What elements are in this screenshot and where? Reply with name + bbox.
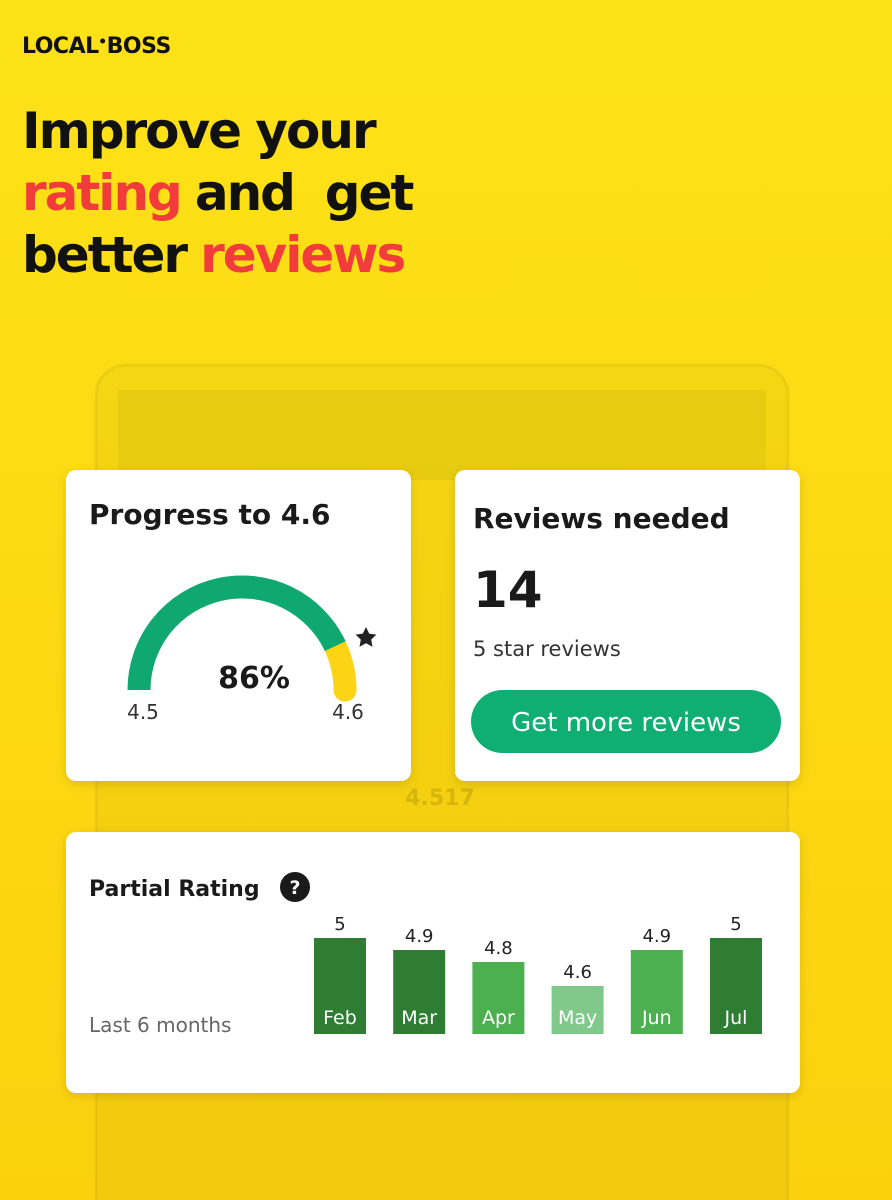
bar-value-label: 4.8	[484, 938, 513, 959]
bar-value-label: 5	[334, 914, 345, 935]
bar-category-label: Jul	[724, 1007, 748, 1029]
get-reviews-button-label[interactable]: Get more reviews	[511, 708, 741, 738]
bar	[551, 986, 604, 1034]
bar	[630, 950, 683, 1034]
bar-value-label: 4.6	[563, 962, 592, 983]
reviews-subtitle: 5 star reviews	[473, 637, 621, 661]
bar-value-label: 4.9	[405, 926, 434, 947]
bar-value-label: 4.9	[642, 926, 671, 947]
brand-first: LOCAL	[22, 34, 99, 59]
brand-second: BOSS	[107, 34, 171, 59]
bar-chart: 5 Feb 4.9 Mar 4.8 Apr 4.6 May 4.9 Jun 5 Jul	[314, 914, 762, 1034]
get-reviews-button[interactable]	[471, 690, 781, 753]
bar	[710, 938, 762, 1034]
bar-category-label: Apr	[482, 1007, 515, 1029]
help-icon[interactable]	[280, 872, 310, 902]
headline-line: rating and get	[22, 164, 413, 222]
bar-category-label: May	[558, 1007, 597, 1029]
headline-highlight: rating	[22, 164, 181, 222]
gauge-end-label: 4.6	[332, 700, 364, 724]
headline-highlight: reviews	[200, 226, 404, 284]
gauge-start-label: 4.5	[127, 700, 159, 724]
gauge	[127, 575, 357, 702]
bar-category-label: Mar	[401, 1007, 437, 1029]
brand-dot	[100, 38, 106, 44]
gauge-progress	[127, 575, 346, 691]
gauge-remainder	[323, 634, 357, 702]
progress-card	[66, 470, 411, 781]
bar	[472, 962, 525, 1034]
progress-title: Progress to 4.6	[89, 498, 330, 531]
help-icon-label[interactable]: ?	[289, 877, 300, 899]
chart-title: Partial Rating	[89, 877, 260, 902]
star-icon	[355, 627, 377, 647]
chart-subtitle: Last 6 months	[89, 1013, 231, 1037]
progress-value: 86%	[218, 661, 290, 696]
bar-value-label: 5	[730, 914, 741, 935]
reviews-count: 14	[473, 561, 543, 619]
bar-category-label: Feb	[323, 1007, 357, 1029]
headline-text: and get	[195, 164, 414, 222]
bar	[393, 950, 446, 1034]
bar	[314, 938, 366, 1034]
headline-text: better	[22, 226, 188, 284]
background-rating: 4.517	[405, 786, 475, 811]
phone-photo	[118, 390, 766, 480]
headline-line: Improve your	[22, 102, 377, 160]
headline-line: better reviews	[22, 226, 404, 284]
reviews-title: Reviews needed	[473, 502, 730, 535]
bar-category-label: Jun	[641, 1007, 672, 1029]
